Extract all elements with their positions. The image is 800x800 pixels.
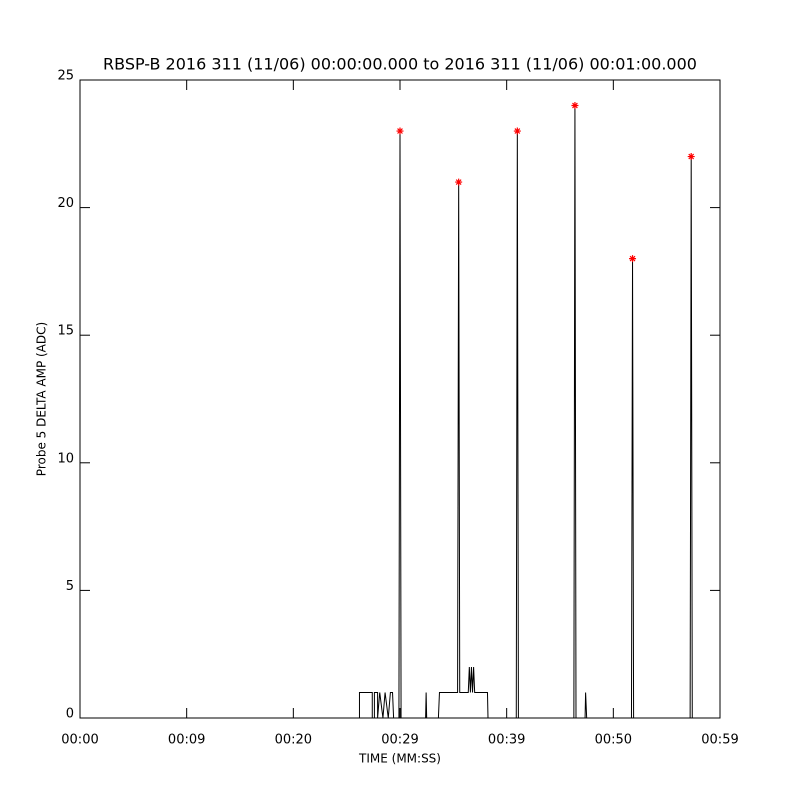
x-tick-label: 00:29 (381, 733, 418, 748)
y-tick-label: 0 (66, 707, 74, 722)
peak-marker (629, 255, 637, 263)
y-axis-label: Probe 5 DELTA AMP (ADC) (35, 322, 49, 476)
x-tick-label: 00:50 (595, 733, 632, 748)
peak-marker (455, 178, 463, 186)
x-tick-label: 00:09 (168, 733, 205, 748)
x-tick-label: 00:59 (701, 733, 738, 748)
x-tick-label: 00:39 (488, 733, 525, 748)
y-tick-label: 10 (57, 451, 74, 466)
peak-marker (513, 127, 521, 135)
peak-marker (571, 102, 579, 110)
x-tick-label: 00:20 (275, 733, 312, 748)
chart-title: RBSP-B 2016 311 (11/06) 00:00:00.000 to … (103, 55, 697, 74)
x-axis-label: TIME (MM:SS) (358, 752, 441, 766)
y-tick-label: 20 (57, 196, 74, 211)
y-tick-label: 5 (66, 579, 74, 594)
data-line (80, 105, 720, 719)
x-tick-label: 00:00 (61, 733, 98, 748)
y-tick-label: 25 (57, 69, 74, 84)
y-tick-label: 15 (57, 324, 74, 339)
peak-marker (687, 153, 695, 161)
peak-marker (396, 127, 404, 135)
